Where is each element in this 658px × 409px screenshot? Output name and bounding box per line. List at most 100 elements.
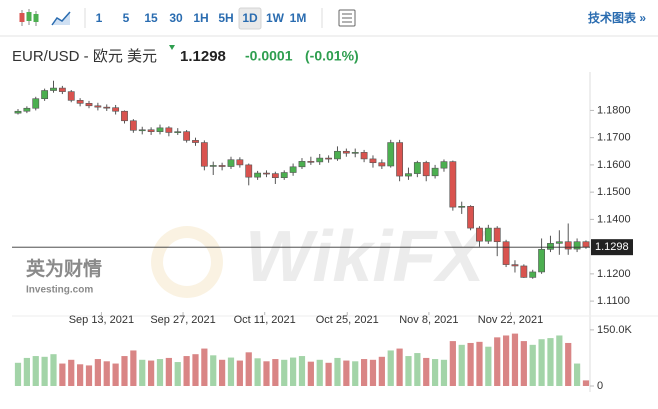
x-tick-label: Oct 25, 2021: [316, 314, 379, 326]
volume-bar: [272, 359, 279, 386]
volume-bar: [156, 359, 164, 386]
candle-body: [103, 106, 111, 109]
volume-bar: [227, 357, 235, 386]
y-tick-label: 1.1400: [597, 213, 631, 225]
change-percent: (-0.01%): [305, 48, 359, 64]
volume-bar: [467, 342, 474, 386]
brand: 英为财情: [26, 257, 102, 280]
volume-bar: [511, 333, 519, 386]
candle-body: [58, 87, 66, 92]
volume-bar: [59, 363, 66, 386]
interval-button[interactable]: 15: [144, 11, 158, 25]
volume-bar: [23, 357, 30, 386]
change-arrow: [169, 45, 175, 50]
candle-body: [458, 206, 466, 208]
watermark: WikiFX: [245, 217, 488, 297]
candle-body: [387, 142, 395, 167]
last-price-label: 1.1298: [595, 241, 629, 253]
volume-bar: [165, 357, 172, 386]
volume-tick-label: 150.0K: [597, 324, 633, 336]
volume-bar: [121, 356, 128, 386]
candle-body: [165, 127, 173, 133]
volume-bar: [103, 361, 110, 386]
candle-body: [484, 227, 492, 242]
volume-bar: [414, 353, 421, 386]
volume-bar: [236, 360, 243, 386]
settings-icon[interactable]: [338, 9, 356, 27]
volume-bar: [77, 364, 84, 386]
candle-body: [511, 264, 519, 267]
y-tick-label: 1.1200: [597, 268, 631, 280]
candle-body: [254, 172, 262, 178]
candle-body: [236, 159, 244, 166]
volume-bar: [334, 357, 341, 386]
candle-body: [307, 161, 315, 163]
brand-sub: Investing.com: [26, 285, 93, 296]
candle-body: [174, 131, 182, 133]
volume-bar: [316, 359, 323, 386]
volume-bar: [219, 359, 226, 386]
y-tick-label: 1.1500: [597, 186, 631, 198]
candle-body: [192, 140, 199, 143]
volume-bar: [85, 365, 93, 386]
volume-bar: [174, 362, 181, 386]
volume-bar: [352, 361, 359, 386]
candle-body: [582, 241, 590, 248]
interval-button[interactable]: 1W: [266, 11, 285, 25]
interval-button[interactable]: 5H: [218, 11, 233, 25]
change: -0.0001: [245, 48, 293, 64]
volume-bar: [32, 356, 39, 386]
volume-bar: [139, 359, 146, 386]
candle-body: [573, 241, 581, 250]
interval-button[interactable]: 5: [123, 11, 130, 25]
volume-bar: [148, 360, 155, 386]
volume-bar: [520, 341, 527, 386]
candle-body: [50, 87, 57, 91]
candle-body: [467, 206, 475, 229]
candle-body: [32, 98, 40, 109]
candle-body: [280, 172, 288, 179]
candle-body: [263, 172, 270, 175]
candle-body: [440, 161, 448, 169]
candle-body: [493, 227, 501, 243]
candle-body: [529, 271, 537, 278]
volume-bar: [458, 344, 465, 386]
x-tick-label: Sep 27, 2021: [150, 314, 215, 326]
volume-tick-label: 0: [597, 380, 603, 392]
candle-body: [547, 243, 554, 250]
volume-bar: [369, 359, 377, 386]
candle-body: [112, 107, 120, 112]
interval-button[interactable]: 30: [169, 11, 183, 25]
volume-bar: [378, 356, 385, 386]
candle-body: [325, 157, 333, 160]
interval-button[interactable]: 1: [96, 11, 103, 25]
volume-bar: [14, 362, 22, 386]
candle-body: [538, 249, 545, 273]
volume-bar: [112, 363, 119, 386]
candle-body: [138, 129, 146, 132]
candle-body: [227, 159, 235, 167]
candle-body: [67, 91, 75, 101]
interval-button[interactable]: 1M: [290, 11, 307, 25]
interval-button[interactable]: 1H: [193, 11, 208, 25]
candle-body: [298, 161, 306, 168]
candle-body: [41, 90, 49, 100]
volume-bar: [201, 348, 208, 386]
volume-bar: [298, 356, 306, 386]
volume-bar: [130, 350, 137, 386]
volume-bar: [281, 359, 288, 386]
area-icon[interactable]: [51, 11, 71, 26]
volume-bar: [94, 359, 101, 386]
volume-bar: [254, 358, 261, 386]
candle-body: [23, 107, 31, 112]
candle-body: [520, 265, 528, 278]
interval-button[interactable]: 1D: [242, 11, 258, 25]
technical-chart-link[interactable]: 技术图表 »: [588, 10, 646, 25]
volume-bar: [210, 355, 217, 386]
volume-bar: [423, 357, 430, 386]
y-tick-label: 1.1600: [597, 159, 631, 171]
volume-bar: [565, 342, 572, 386]
candle-icon[interactable]: [19, 9, 39, 26]
volume-bar: [431, 359, 439, 386]
candle-body: [449, 161, 457, 208]
